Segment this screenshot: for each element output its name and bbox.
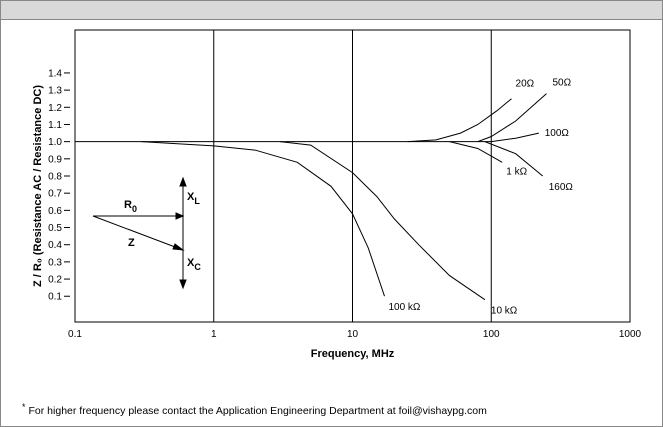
symbol: X xyxy=(187,257,195,269)
y-tick-label: 1.0 xyxy=(48,137,62,148)
arrow xyxy=(92,215,184,251)
x-tick-label: 100 xyxy=(483,329,500,340)
y-tick-label: 0.1 xyxy=(48,292,62,303)
footnote-text: For higher frequency please contact the … xyxy=(29,405,488,417)
y-tick-label: 1.1 xyxy=(48,120,62,131)
line xyxy=(141,141,385,297)
y-tick-label: 0.9 xyxy=(48,154,62,165)
y-tick-label: 0.6 xyxy=(48,206,62,217)
line xyxy=(407,98,512,143)
x-axis-title: Frequency, MHz xyxy=(311,348,395,360)
y-tick-label: 0.5 xyxy=(48,223,62,234)
y-tick-label: 1.2 xyxy=(48,103,62,114)
series-label: 1 kΩ xyxy=(506,166,527,177)
series-label: 160Ω xyxy=(549,182,574,193)
line xyxy=(449,141,503,163)
series-label: 10 kΩ xyxy=(491,306,518,317)
symbol: Z xyxy=(128,237,135,249)
y-tick-label: 0.4 xyxy=(48,240,62,251)
y-tick-label: 0.3 xyxy=(48,257,62,268)
arrowhead xyxy=(179,176,187,187)
series-label: 100 kΩ xyxy=(388,302,420,313)
subscript: C xyxy=(194,262,201,272)
inset-label: XL xyxy=(187,191,200,206)
series-label: 100Ω xyxy=(545,128,570,139)
subscript: 0 xyxy=(132,204,137,214)
symbol: R xyxy=(124,199,132,211)
x-tick-label: 10 xyxy=(347,329,359,340)
line xyxy=(484,141,544,177)
arrowhead xyxy=(175,212,185,220)
footnote-mark: * xyxy=(22,402,26,412)
line xyxy=(279,141,486,301)
y-tick-label: 1.3 xyxy=(48,86,62,97)
subscript: L xyxy=(194,196,200,206)
x-tick-label: 1 xyxy=(211,329,217,340)
y-tick-label: 0.7 xyxy=(48,189,62,200)
series-label: 20Ω xyxy=(516,79,535,90)
footnote: * For higher frequency please contact the… xyxy=(22,402,487,417)
arrowhead xyxy=(179,279,187,290)
inset-label: XC xyxy=(187,257,201,272)
x-tick-label: 1000 xyxy=(619,329,642,340)
line xyxy=(477,93,547,143)
header-bar xyxy=(0,0,663,20)
inset-label: R0 xyxy=(124,199,137,214)
x-tick-label: 0.1 xyxy=(68,329,82,340)
inset-label: Z xyxy=(128,237,135,249)
y-axis-title: Z / R₀ (Resistance AC / Resistance DC) xyxy=(32,85,44,287)
y-tick-label: 0.8 xyxy=(48,172,62,183)
arrowhead xyxy=(172,243,185,251)
line xyxy=(491,132,539,143)
y-tick-label: 1.4 xyxy=(48,68,62,79)
series-label: 50Ω xyxy=(552,78,571,89)
symbol: X xyxy=(187,191,195,203)
y-tick-label: 0.2 xyxy=(48,275,62,286)
